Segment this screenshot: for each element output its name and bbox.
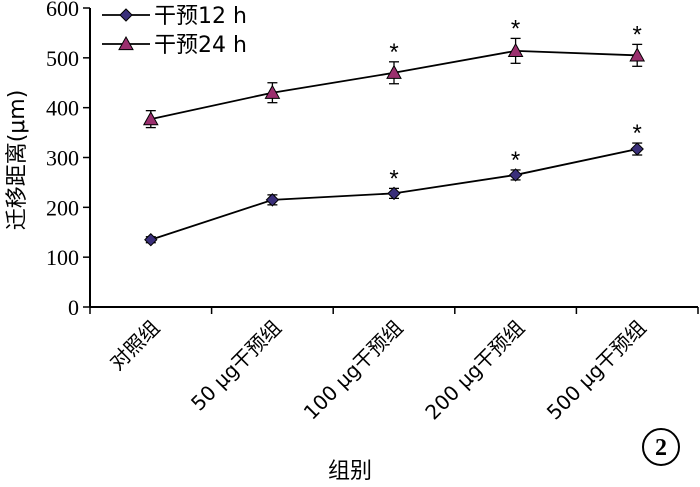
y-tick-label: 300 (46, 146, 79, 171)
data-point (387, 186, 401, 201)
significance-star: * (389, 165, 398, 192)
data-point (508, 168, 523, 182)
panel-label-circle (642, 428, 680, 466)
x-tick-label: 对照组 (105, 316, 164, 375)
data-point (629, 47, 646, 62)
x-axis-title: 组别 (328, 459, 372, 484)
significance-star: * (511, 15, 520, 42)
data-point (144, 233, 158, 247)
y-tick-label: 500 (46, 46, 79, 71)
y-tick-label: 0 (68, 295, 79, 320)
y-axis-title: 迁移距离(μm) (5, 90, 30, 231)
y-tick-label: 200 (46, 195, 79, 220)
x-tick-label: 50 μg干预组 (186, 316, 286, 416)
x-tick-label: 200 μg干预组 (420, 316, 529, 425)
series-2: * * * (142, 15, 646, 129)
axes: 0 100 200 300 400 500 600 对照组 50 μg干预组 100 μg干预组 2… (46, 0, 699, 425)
legend-label: 干预24 h (154, 33, 247, 58)
y-tick-label: 600 (46, 0, 79, 21)
data-point (630, 142, 644, 156)
significance-star: * (633, 120, 642, 147)
data-point (264, 84, 281, 99)
x-tick-label: 500 μg干预组 (542, 316, 651, 425)
panel-label-text: 2 (655, 435, 667, 461)
significance-star: * (511, 147, 520, 174)
series-1: * * * (144, 120, 644, 247)
y-tick-label: 100 (46, 245, 79, 270)
legend: 干预12 h 干预24 h (102, 4, 247, 58)
data-point (142, 111, 159, 126)
legend-label: 干预12 h (154, 4, 247, 29)
significance-star: * (633, 21, 642, 48)
series-layer: * * * * * * (142, 15, 646, 247)
data-point (265, 193, 280, 207)
y-tick-label: 400 (46, 96, 79, 121)
data-point (386, 64, 402, 79)
panel-label-badge: 2 (642, 428, 680, 466)
x-tick-label: 100 μg干预组 (299, 316, 408, 425)
significance-star: * (389, 39, 398, 66)
legend-marker (118, 35, 134, 51)
legend-marker (119, 8, 133, 22)
data-point (507, 42, 524, 57)
